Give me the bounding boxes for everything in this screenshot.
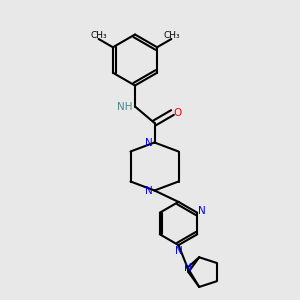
Text: N: N	[145, 185, 152, 196]
Text: O: O	[174, 107, 182, 118]
Text: N: N	[198, 206, 206, 216]
Text: N: N	[184, 262, 191, 273]
Text: CH₃: CH₃	[90, 31, 107, 40]
Text: NH: NH	[117, 101, 132, 112]
Text: N: N	[145, 137, 153, 148]
Text: N: N	[175, 245, 183, 256]
Text: CH₃: CH₃	[163, 31, 180, 40]
